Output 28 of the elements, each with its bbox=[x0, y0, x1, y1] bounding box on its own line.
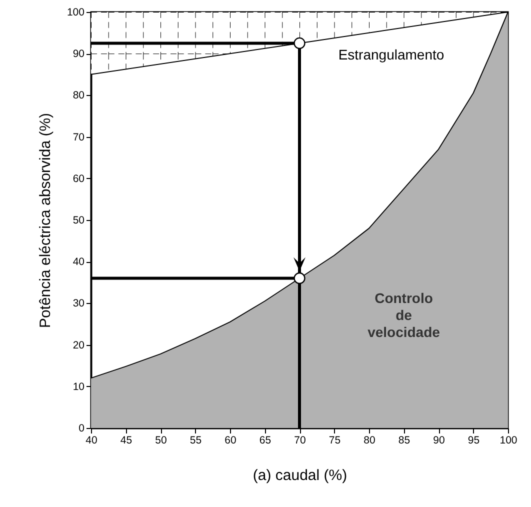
y-tick-label: 90 bbox=[72, 48, 85, 60]
x-tick-label: 40 bbox=[86, 434, 98, 446]
y-tick-label: 0 bbox=[78, 422, 85, 434]
y-tick-label: 40 bbox=[72, 256, 85, 268]
x-tick-label: 90 bbox=[433, 434, 445, 446]
x-tick-label: 70 bbox=[294, 434, 306, 446]
y-tick-label: 20 bbox=[72, 339, 85, 352]
series-label: Estrangulamento bbox=[338, 46, 444, 63]
y-tick-label: 50 bbox=[72, 214, 85, 226]
y-tick-label: 30 bbox=[72, 298, 85, 310]
x-tick-label: 50 bbox=[155, 434, 167, 446]
x-tick-label: 80 bbox=[364, 434, 376, 446]
series-label: Controlo de velocidade bbox=[368, 290, 440, 340]
y-tick-label: 80 bbox=[72, 90, 85, 102]
x-tick-label: 60 bbox=[224, 434, 236, 446]
x-tick-label: 55 bbox=[190, 434, 202, 446]
x-tick-label: 100 bbox=[500, 434, 518, 446]
x-tick-label: 95 bbox=[468, 434, 480, 446]
y-tick-label: 70 bbox=[72, 131, 85, 144]
y-tick-label: 10 bbox=[72, 380, 85, 393]
x-tick-label: 85 bbox=[398, 434, 410, 446]
y-axis-title: Potência eléctrica absorvida (%) bbox=[36, 112, 54, 328]
y-tick-label: 60 bbox=[72, 172, 85, 185]
x-tick-label: 45 bbox=[120, 434, 132, 446]
x-axis-title: (a) caudal (%) bbox=[252, 467, 348, 484]
y-tick-label: 100 bbox=[66, 6, 85, 18]
x-tick-label: 65 bbox=[259, 434, 272, 446]
x-tick-label: 75 bbox=[328, 434, 341, 446]
